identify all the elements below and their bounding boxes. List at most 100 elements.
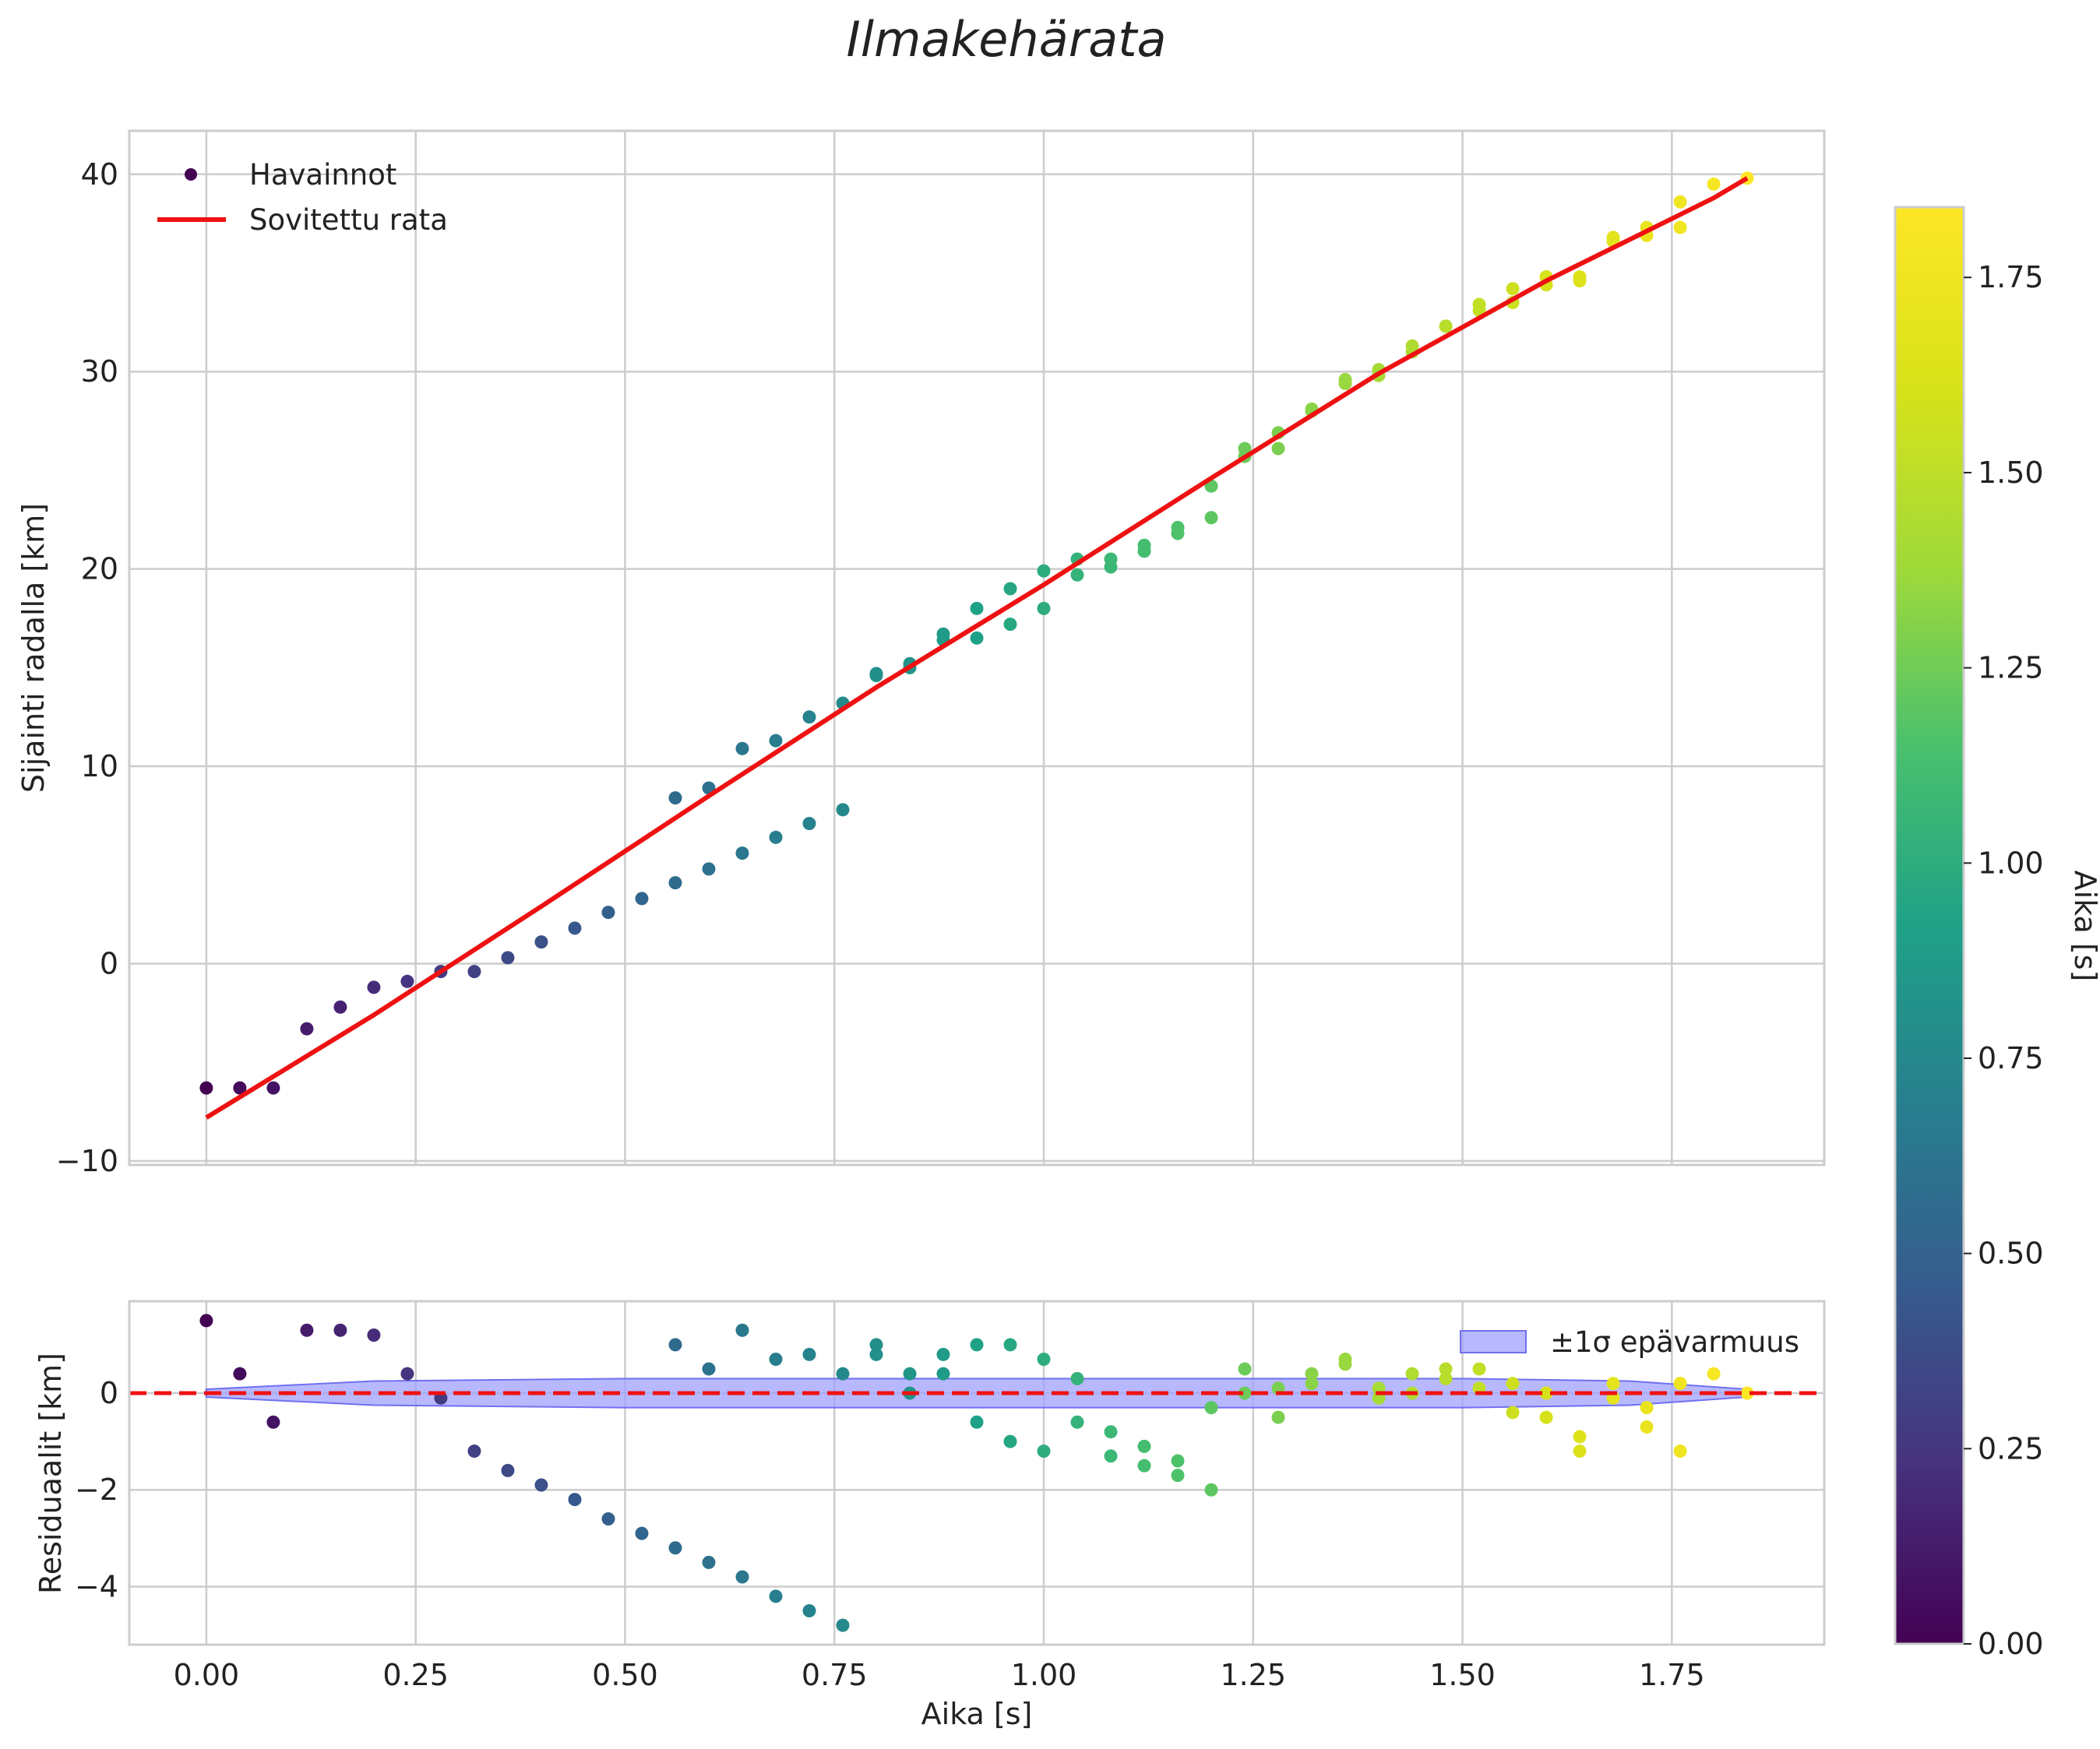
observation-point	[266, 1081, 280, 1095]
residual-point	[769, 1589, 783, 1603]
residual-point	[1673, 1445, 1687, 1459]
residual-point	[467, 1445, 481, 1459]
residual-point	[668, 1541, 682, 1555]
observation-point	[836, 803, 850, 817]
observation-point	[802, 710, 816, 724]
observation-point	[635, 892, 649, 906]
residual-point	[300, 1323, 314, 1337]
colorbar-tick-label: 1.50	[1978, 456, 2044, 490]
residuals-gridlines	[129, 1301, 1824, 1645]
residual-point	[199, 1314, 213, 1328]
residual-point	[1740, 1386, 1754, 1400]
residual-point	[1137, 1459, 1151, 1473]
observation-point	[501, 951, 515, 965]
residual-point	[501, 1463, 515, 1477]
trajectory-plot-frame	[128, 129, 1826, 1167]
residual-point	[1539, 1410, 1553, 1424]
colorbar-tick-label: 1.25	[1978, 651, 2044, 685]
observation-point	[702, 862, 716, 876]
legend-label-uncertainty: ±1σ epävarmuus	[1550, 1325, 1799, 1359]
residual-point	[802, 1347, 816, 1361]
trajectory-points-layer	[199, 171, 1754, 1120]
observation-point	[1204, 511, 1218, 525]
trajectory-y-tick-label: 10	[81, 749, 118, 783]
observation-point	[1439, 319, 1453, 333]
x-tick-label: 0.00	[174, 1658, 240, 1692]
observation-point	[367, 980, 381, 994]
residuals-y-axis-label: Residuaalit [km]	[33, 1353, 68, 1594]
observation-point	[1037, 564, 1051, 578]
trajectory-y-tick-label: 30	[81, 354, 118, 389]
residual-point	[1070, 1415, 1084, 1429]
trajectory-legend: Havainnot Sovitettu rata	[157, 158, 448, 237]
residual-point	[735, 1570, 749, 1584]
observation-point	[769, 734, 783, 748]
residual-point	[1104, 1449, 1118, 1463]
observation-point	[1171, 520, 1185, 534]
observation-point	[1037, 601, 1051, 615]
residual-point	[903, 1367, 917, 1381]
residual-point	[869, 1338, 883, 1352]
chart-title: Ilmakehärata	[846, 11, 1166, 68]
residuals-legend: ±1σ epävarmuus	[1460, 1325, 1799, 1359]
colorbar: 0.00 0.25 0.50 0.75 1.00 1.25 1.50 1.75 Aika [s…	[1894, 206, 2100, 1661]
residual-point	[1606, 1377, 1620, 1391]
residual-point	[1472, 1362, 1486, 1376]
residual-point	[1439, 1371, 1453, 1385]
observation-point	[735, 846, 749, 860]
observation-point	[1707, 177, 1721, 191]
fitted-trajectory-line	[205, 176, 1749, 1120]
observation-point	[300, 1022, 314, 1036]
observation-point	[802, 817, 816, 831]
colorbar-tick-label: 0.75	[1978, 1041, 2044, 1075]
colorbar-tick-label: 0.25	[1978, 1431, 2044, 1466]
observation-point	[970, 631, 984, 645]
observation-point	[1338, 372, 1352, 386]
residual-point	[836, 1367, 850, 1381]
residual-point	[970, 1415, 984, 1429]
legend-label-sovitettu-rata: Sovitettu rata	[249, 203, 448, 237]
residual-point	[568, 1493, 582, 1507]
observation-point	[1070, 568, 1084, 582]
colorbar-tick-label: 0.50	[1978, 1237, 2044, 1271]
observation-point	[769, 830, 783, 844]
residual-point	[735, 1323, 749, 1337]
residual-point	[1573, 1430, 1587, 1444]
residual-point	[668, 1338, 682, 1352]
observation-point	[668, 876, 682, 890]
colorbar-label: Aika [s]	[2068, 871, 2100, 982]
observation-point	[1673, 220, 1687, 234]
residual-point	[1506, 1406, 1520, 1420]
observation-point	[568, 921, 582, 935]
residual-point	[367, 1328, 381, 1342]
residual-point	[1405, 1367, 1419, 1381]
residual-point	[869, 1347, 883, 1361]
residual-point	[400, 1367, 414, 1381]
residual-point	[534, 1478, 548, 1492]
observation-point	[601, 906, 615, 920]
residual-point	[333, 1323, 347, 1337]
residual-point	[1707, 1367, 1721, 1381]
observation-point	[1573, 274, 1587, 288]
residuals-y-tick-label: 0	[100, 1376, 118, 1410]
residual-point	[1305, 1377, 1319, 1391]
legend-swatch-uncertainty	[1460, 1330, 1527, 1353]
residual-point	[1506, 1377, 1520, 1391]
observation-point	[1003, 582, 1017, 596]
residual-point	[702, 1555, 716, 1569]
trajectory-y-tick-label: 40	[81, 157, 118, 192]
residual-point	[1271, 1410, 1285, 1424]
observation-point	[534, 935, 548, 949]
x-axis-label: Aika [s]	[921, 1697, 1033, 1731]
residual-point	[601, 1512, 615, 1526]
residuals-y-tick-label: −2	[75, 1473, 118, 1507]
residual-point	[1539, 1386, 1553, 1400]
observation-point	[1104, 552, 1118, 566]
residual-point	[1104, 1425, 1118, 1439]
residual-point	[1171, 1454, 1185, 1468]
residual-point	[233, 1367, 247, 1381]
residual-point	[1070, 1371, 1084, 1385]
residual-point	[1573, 1445, 1587, 1459]
residual-point	[936, 1347, 950, 1361]
